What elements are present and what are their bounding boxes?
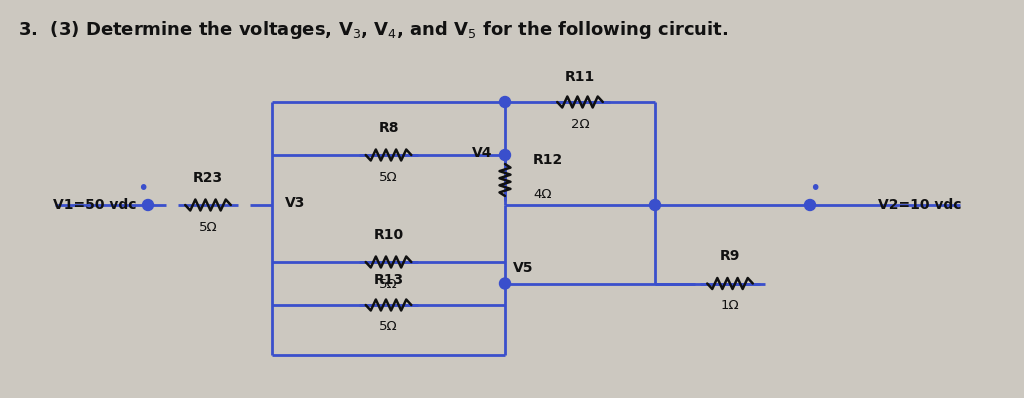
Text: 5Ω: 5Ω: [379, 170, 397, 183]
Text: R8: R8: [378, 121, 398, 135]
Circle shape: [500, 278, 511, 289]
Text: R10: R10: [374, 228, 403, 242]
Text: 5Ω: 5Ω: [379, 320, 397, 332]
Text: 3.  (3) Determine the voltages, V$_3$, V$_4$, and V$_5$ for the following circui: 3. (3) Determine the voltages, V$_3$, V$…: [18, 19, 728, 41]
Text: 1Ω: 1Ω: [721, 299, 739, 312]
Text: R9: R9: [720, 250, 740, 263]
Circle shape: [500, 96, 511, 107]
Text: R12: R12: [534, 153, 563, 167]
Circle shape: [649, 199, 660, 211]
Text: R13: R13: [374, 273, 403, 287]
Text: V2=10 vdc: V2=10 vdc: [879, 198, 962, 212]
Text: •: •: [137, 178, 148, 197]
Text: 2Ω: 2Ω: [570, 117, 590, 131]
Text: 4Ω: 4Ω: [534, 187, 552, 201]
Text: R23: R23: [193, 171, 223, 185]
Text: 5Ω: 5Ω: [379, 277, 397, 291]
Circle shape: [805, 199, 815, 211]
Text: V4: V4: [471, 146, 492, 160]
Circle shape: [500, 150, 511, 160]
Text: V1=50 vdc: V1=50 vdc: [53, 198, 136, 212]
Text: V5: V5: [513, 261, 534, 275]
Text: R11: R11: [565, 70, 595, 84]
Text: 5Ω: 5Ω: [199, 220, 217, 234]
Text: •: •: [809, 178, 820, 197]
Text: V3: V3: [285, 196, 305, 210]
Circle shape: [142, 199, 154, 211]
